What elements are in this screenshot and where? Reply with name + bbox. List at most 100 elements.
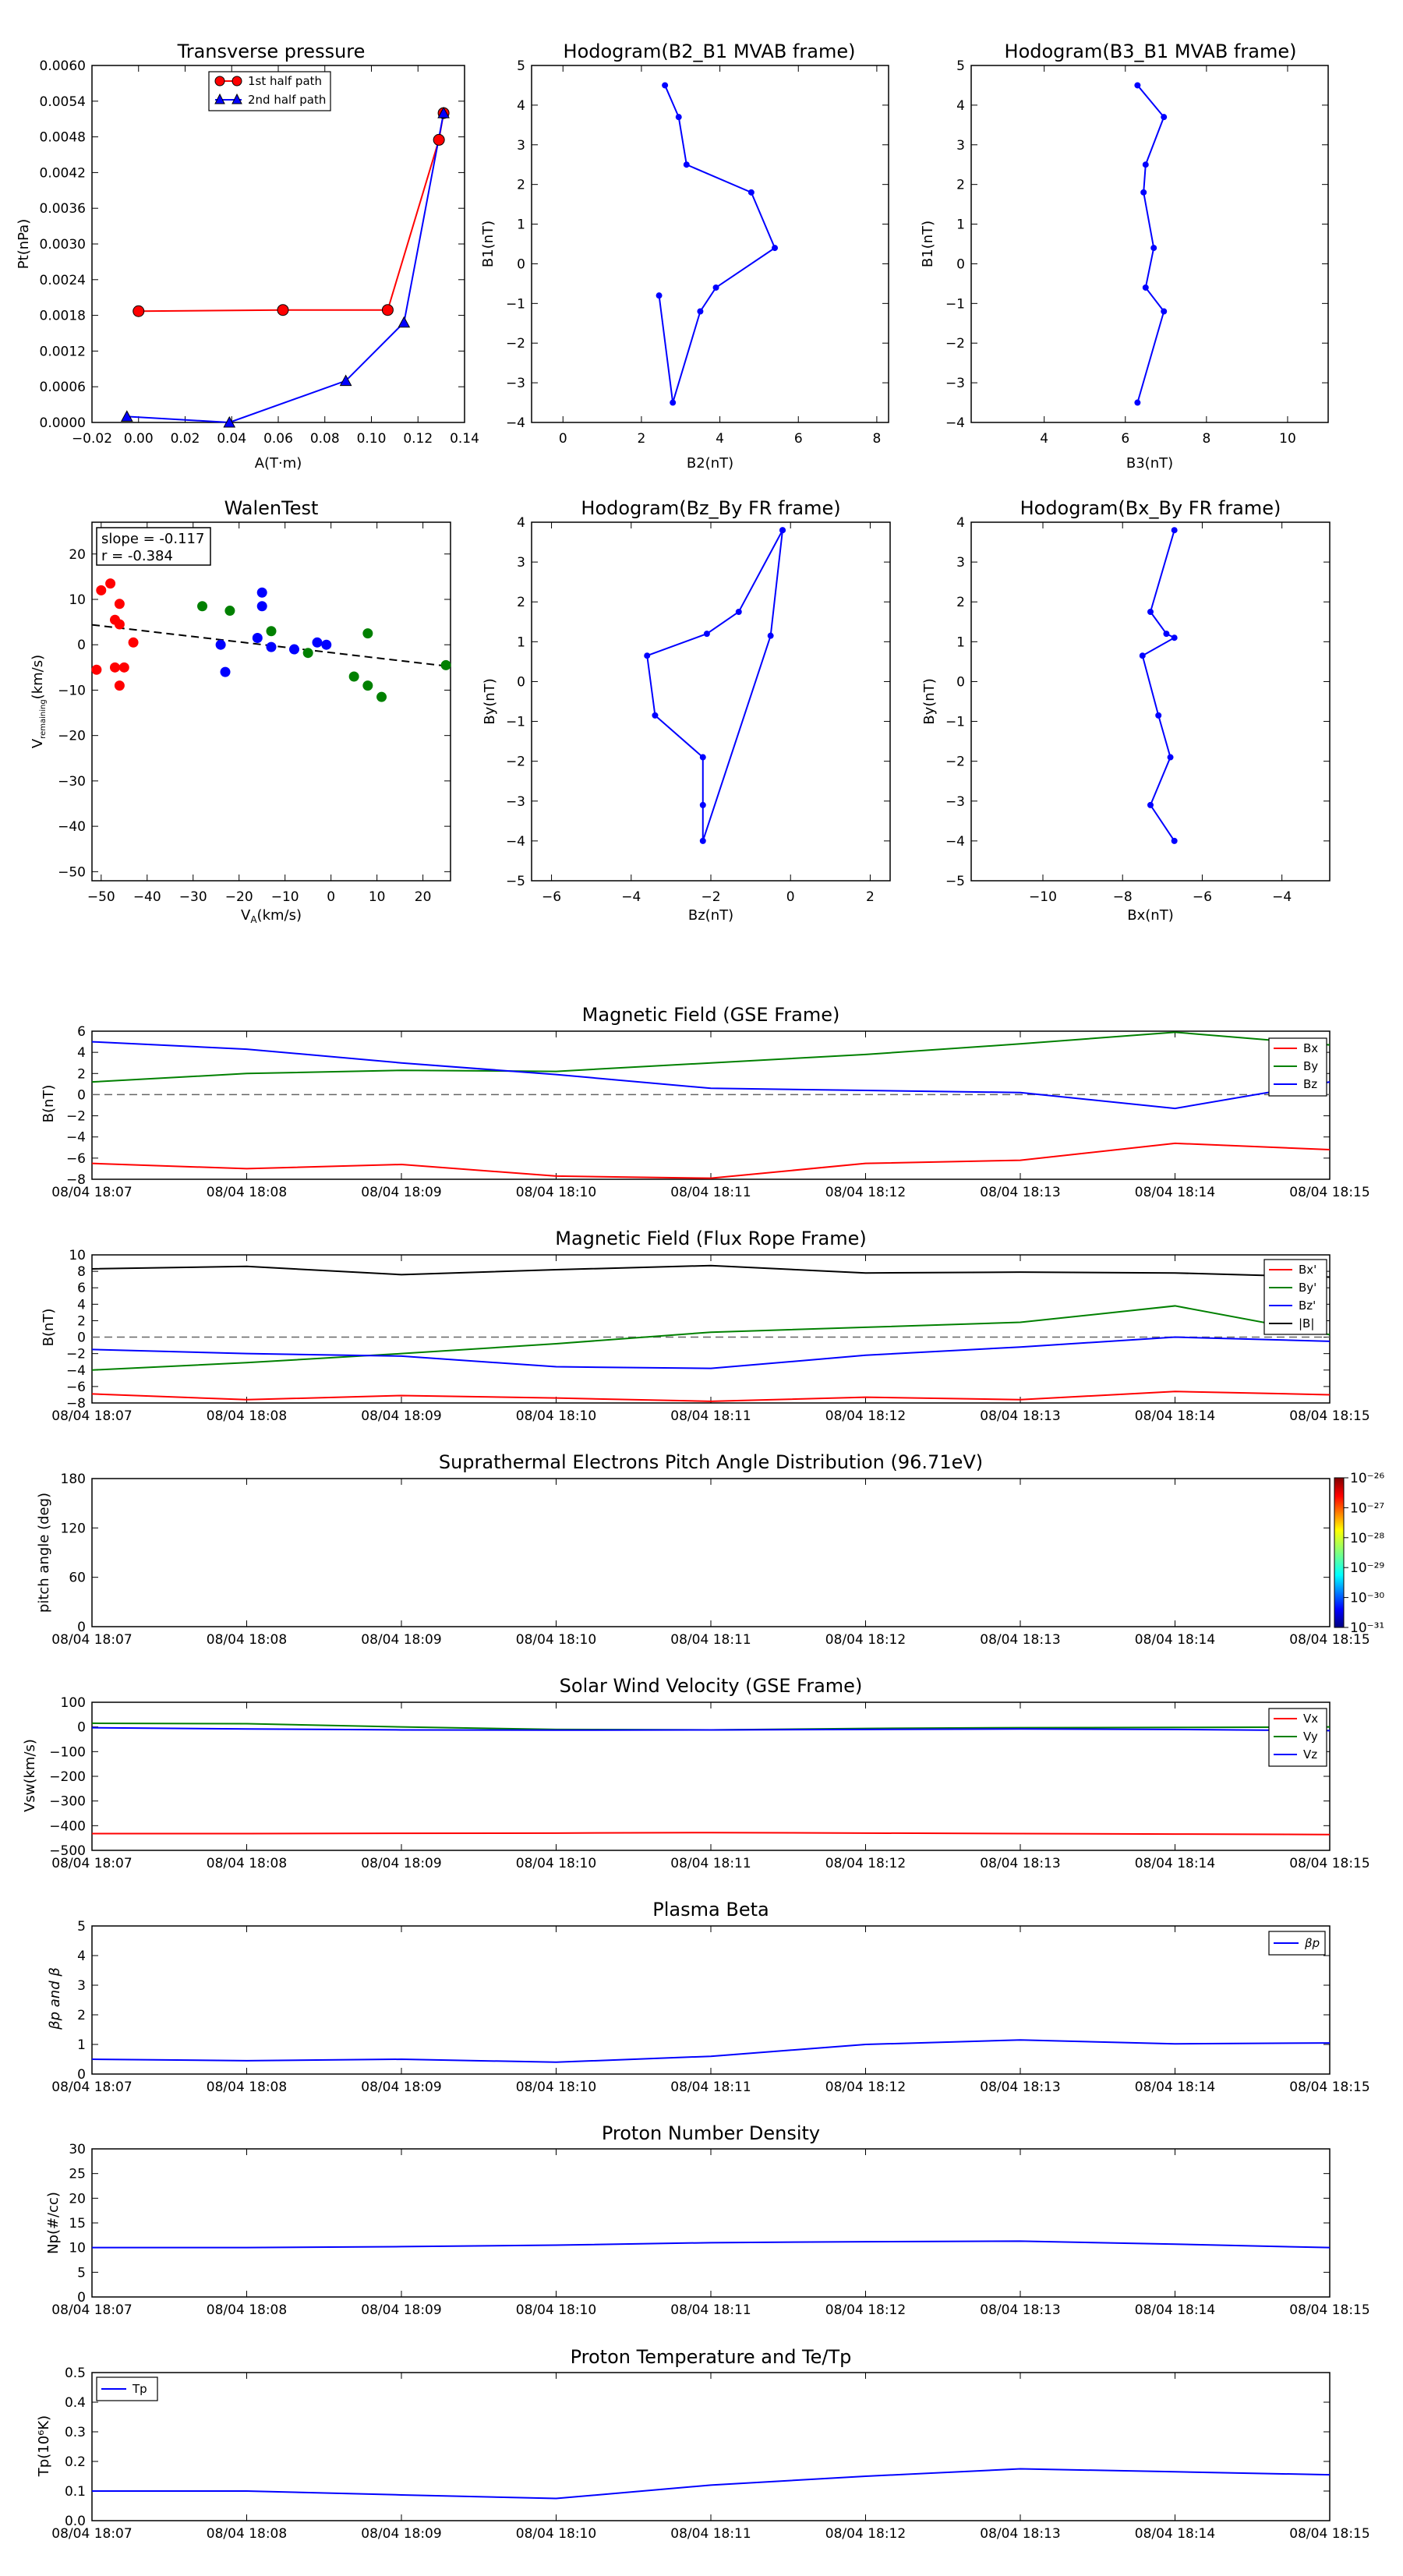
y-tick-label: 0.0024 (40, 273, 86, 288)
hodo-bxby-axes (970, 521, 1331, 882)
y-tick-label: 5 (77, 1919, 86, 1935)
walen-point-green (440, 659, 451, 670)
time-tick-label: 08/04 18:13 (980, 1185, 1060, 1200)
legend-bx: Bx (1303, 1041, 1318, 1055)
hodogram-point (1163, 631, 1170, 638)
hodogram-point (703, 631, 710, 638)
hodogram-point (1142, 161, 1149, 168)
hodogram-point (1171, 634, 1178, 641)
mag-gse-plot: 08/04 18:07 08/04 18:08 08/04 18:09 08/04 1… (51, 1024, 1369, 1200)
y-tick-label: 4 (77, 1297, 86, 1313)
walen-point-blue (256, 587, 267, 598)
hodo-b3b1-axes (970, 65, 1329, 423)
x-tick-label: 0.04 (217, 431, 246, 447)
hodogram-line (1136, 84, 1165, 403)
y-tick-label: 10 (69, 1248, 86, 1263)
y-tick-label: 2 (517, 178, 525, 193)
hodogram-point (1161, 308, 1168, 315)
y-tick-label: 0 (77, 1620, 86, 1635)
hodo-b3b1-title: Hodogram(B3_B1 MVAB frame) (1005, 41, 1297, 62)
time-tick-label: 08/04 18:14 (1135, 1632, 1215, 1648)
y-tick-label: 1 (517, 634, 525, 650)
beta-plot: 08/04 18:07 08/04 18:08 08/04 18:09 08/04 1… (51, 1919, 1369, 2095)
x-tick-label: −8 (1113, 889, 1133, 905)
time-tick-label: 08/04 18:11 (670, 2526, 751, 2542)
y-tick-label: 0 (517, 256, 525, 272)
walen-test-panel: WalenTest VA(km/s) Vremaining(km/s) −50−… (30, 497, 451, 925)
y-tick-label: −4 (66, 1130, 86, 1146)
time-tick-label: 08/04 18:13 (980, 1856, 1060, 1871)
hodo-bzby-yticks: −5 −4 −3 −2 −1 0 1 2 3 4 (506, 515, 890, 889)
y-tick-label: 2 (517, 595, 525, 610)
x-tick-label: 4 (716, 431, 724, 447)
time-tick-label: 08/04 18:15 (1289, 1408, 1369, 1424)
y-tick-label: 1 (956, 634, 965, 650)
legend-betap: βp (1304, 1936, 1320, 1950)
time-tick-label: 08/04 18:10 (516, 2526, 596, 2542)
hodogram-point (644, 652, 651, 659)
x-tick-label: 0.00 (124, 431, 154, 447)
mag-gse-title: Magnetic Field (GSE Frame) (582, 1004, 840, 1026)
point-2nd-half (120, 410, 133, 422)
pad-ylabel: pitch angle (deg) (36, 1493, 52, 1613)
time-tick-label: 08/04 18:12 (825, 1632, 906, 1648)
time-tick-label: 08/04 18:13 (980, 1632, 1060, 1648)
y-tick-label: 1 (956, 217, 965, 233)
y-tick-label: 4 (77, 1949, 86, 1964)
walen-point-green (348, 671, 359, 682)
walen-slope-text: slope = -0.117 (101, 531, 204, 547)
time-tick-label: 08/04 18:09 (361, 2302, 441, 2318)
y-tick-label: 25 (69, 2167, 86, 2182)
y-tick-label: −5 (506, 874, 525, 889)
hodogram-point (699, 801, 706, 808)
x-tick-label: −0.02 (72, 431, 112, 447)
walen-point-red (105, 578, 116, 589)
y-tick-label: 4 (956, 98, 965, 114)
hodogram-point (1167, 754, 1174, 761)
y-tick-label: 0.0036 (40, 201, 86, 217)
y-tick-label: −2 (506, 336, 525, 352)
y-tick-label: 2 (77, 1066, 86, 1082)
pad-colorbar-ticks: 10⁻²⁶ 10⁻²⁷ 10⁻²⁸ 10⁻²⁹ 10⁻³⁰ 10⁻³¹ (1344, 1471, 1384, 1636)
time-tick-label: 08/04 18:11 (670, 1185, 751, 1200)
time-tick-label: 08/04 18:15 (1289, 1185, 1369, 1200)
time-tick-label: 08/04 18:12 (825, 2080, 906, 2095)
y-tick-label: 0.5 (65, 2366, 86, 2381)
time-tick-label: 08/04 18:11 (670, 1856, 751, 1871)
series-line-Vz (91, 1726, 1331, 1732)
y-tick-label: 0.0000 (40, 415, 86, 431)
hodogram-point (1161, 114, 1168, 121)
walen-point-green (362, 628, 373, 639)
walen-point-green (302, 648, 313, 659)
beta-legend: βp (1268, 1931, 1326, 1956)
tp-ylabel: Tp(10⁶K) (36, 2415, 52, 2477)
transverse-xlabel: A(T·m) (255, 455, 302, 472)
walen-point-green (362, 680, 373, 691)
y-tick-label: 0.0012 (40, 344, 86, 359)
hodogram-point (1142, 284, 1149, 291)
time-tick-label: 08/04 18:09 (361, 2080, 441, 2095)
hodogram-point (1139, 652, 1146, 659)
time-tick-label: 08/04 18:07 (51, 1408, 132, 1424)
colorbar-tick-label: 10⁻³¹ (1350, 1620, 1384, 1636)
y-tick-label: 0.0030 (40, 237, 86, 253)
y-tick-label: 30 (69, 2142, 86, 2157)
time-tick-label: 08/04 18:07 (51, 1856, 132, 1871)
y-tick-label: −30 (58, 774, 86, 790)
legend-bmag: |B| (1299, 1316, 1314, 1330)
x-tick-label: −20 (225, 889, 253, 905)
time-tick-label: 08/04 18:08 (207, 2080, 287, 2095)
y-tick-label: 0.0 (65, 2514, 86, 2529)
hodo-b3b1-yticks: −4 −3 −2 −1 0 1 2 3 4 5 (945, 58, 1328, 431)
y-tick-label: 4 (517, 515, 525, 531)
walen-r-text: r = -0.384 (101, 548, 173, 564)
series-line-Bz (91, 1041, 1331, 1110)
hodo-bxby-yticks: −5 −4 −3 −2 −1 0 1 2 3 4 (945, 515, 1330, 889)
vsw-title: Solar Wind Velocity (GSE Frame) (560, 1675, 863, 1697)
transverse-pressure-panel: Transverse pressure A(T·m) Pt(nPa) −0.02… (16, 41, 479, 472)
pad-title: Suprathermal Electrons Pitch Angle Distr… (439, 1451, 983, 1473)
walen-axes (91, 521, 451, 882)
y-tick-label: 2 (77, 2008, 86, 2023)
hodogram-b2b1-panel: Hodogram(B2_B1 MVAB frame) B2(nT) B1(nT)… (480, 41, 889, 472)
np-plot: 08/04 18:07 08/04 18:08 08/04 18:09 08/04 1… (51, 2142, 1369, 2318)
